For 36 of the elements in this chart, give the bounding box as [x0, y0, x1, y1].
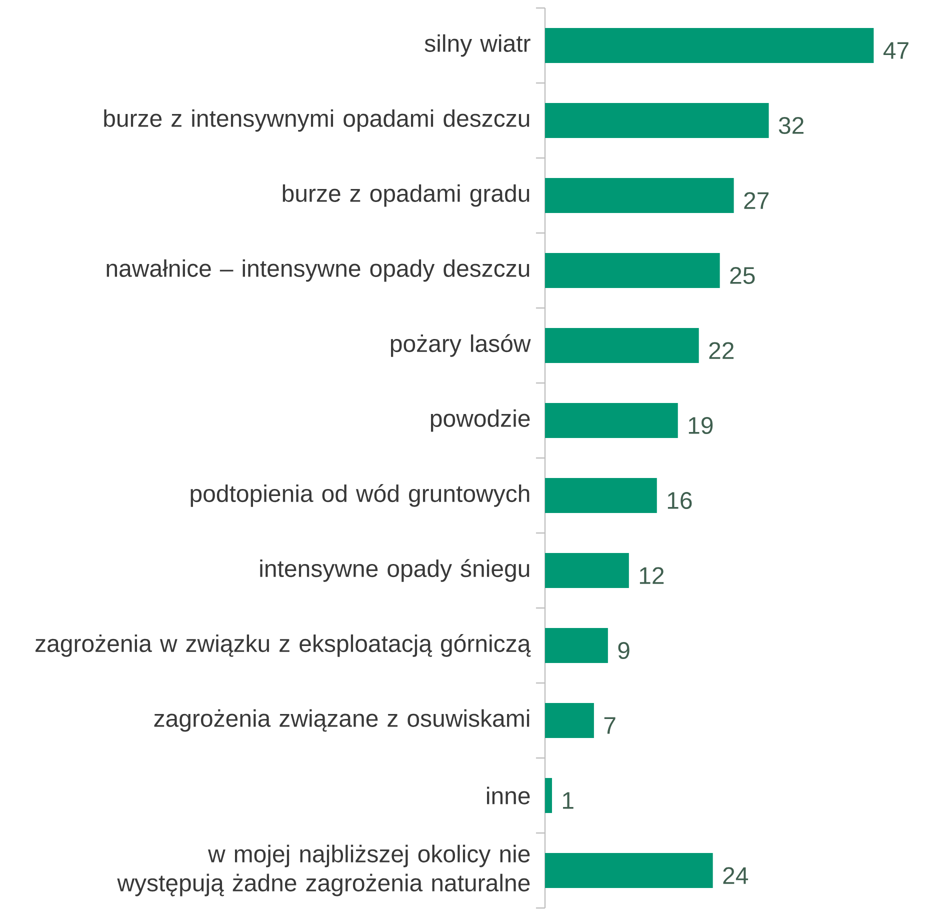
data-label: 19 [688, 417, 713, 434]
data-label: 27 [744, 192, 769, 209]
data-label: 7 [604, 717, 616, 734]
bar [545, 253, 720, 288]
y-tick-label: intensywne opady śniegu [260, 559, 530, 582]
y-tick-label: silny wiatr [424, 34, 530, 57]
y-tick-label: zagrożenia związane z osuwiskami [154, 709, 530, 732]
y-tick-label: zagrożenia w związku z eksploatacją górniczą [36, 634, 531, 657]
bar [545, 853, 713, 888]
data-label: 9 [618, 642, 630, 660]
y-tick-label: pożary lasów [390, 334, 531, 357]
data-label: 22 [709, 342, 734, 359]
data-label: 12 [640, 567, 664, 584]
y-tick-label: powodzie [430, 409, 530, 432]
data-label: 25 [730, 267, 755, 284]
data-label: 1 [563, 792, 574, 809]
bar [545, 403, 678, 438]
y-tick-label: podtopienia od wód gruntowych [190, 484, 530, 507]
bar [545, 328, 699, 364]
bar [545, 703, 594, 738]
data-label: 24 [723, 867, 748, 884]
bar [545, 778, 552, 814]
data-label: 32 [778, 117, 804, 134]
y-tick-label: nawałnice – intensywne opady deszczu [106, 259, 530, 282]
y-tick-label: burze z opadami gradu [282, 184, 530, 207]
y-tick-label: w mojej najbliższej okolicy nie występują żadne zagrożenia naturalne [117, 844, 530, 896]
data-label: 47 [883, 42, 908, 59]
y-tick-label: inne [487, 786, 530, 804]
bar [545, 628, 608, 664]
bar [545, 478, 657, 514]
bar [545, 28, 874, 64]
bar [545, 103, 769, 138]
data-label: 16 [668, 492, 692, 510]
y-tick-label: burze z intensywnymi opadami deszczu [104, 109, 530, 132]
bar [545, 553, 629, 588]
bar [545, 178, 734, 214]
